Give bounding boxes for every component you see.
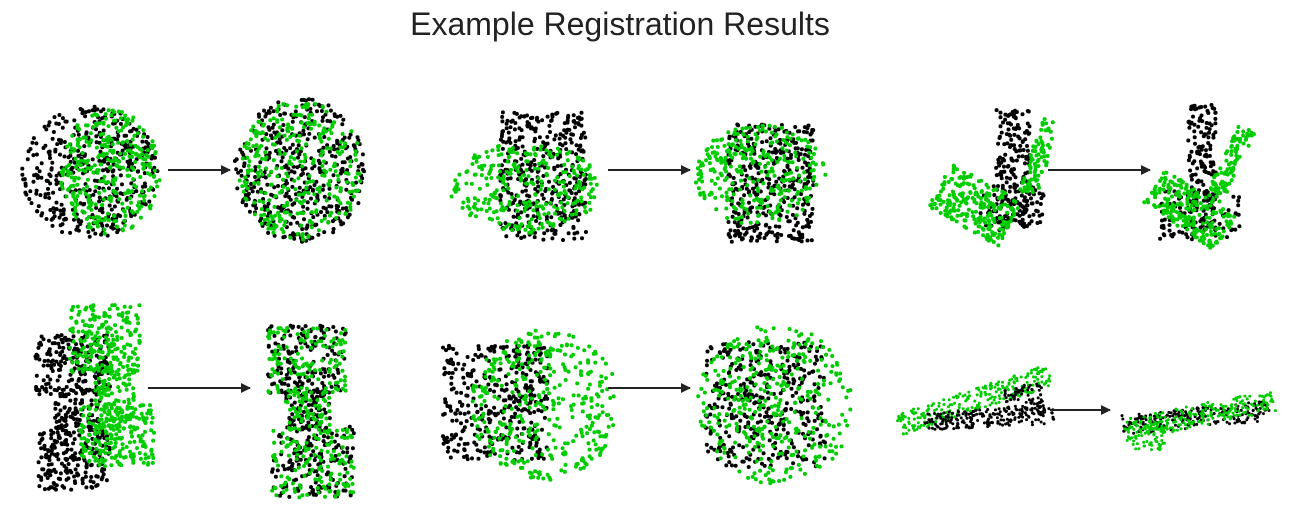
before-source-cloud (896, 366, 1052, 436)
after-source-cloud (1142, 170, 1237, 250)
example-dumbbell (33, 303, 356, 500)
before-source-cloud (68, 303, 142, 377)
example-mug (449, 110, 828, 244)
after-target-cloud (270, 423, 356, 499)
after-source-cloud (237, 101, 363, 242)
after-source-cloud (696, 325, 853, 486)
example-bucket (441, 325, 853, 486)
before-source-cloud (928, 163, 1020, 248)
after-source-cloud (270, 427, 356, 500)
after-source-cloud (266, 326, 348, 395)
after-source-cloud (283, 388, 332, 432)
example-sphere-blob (20, 97, 366, 244)
before-target-cloud (36, 428, 112, 492)
before-source-cloud (449, 144, 599, 235)
example-flat-object (896, 366, 1277, 452)
example-bunny-ears (928, 103, 1256, 250)
after-source-cloud (1125, 391, 1277, 441)
before-source-cloud (1018, 117, 1055, 194)
after-source-cloud (1123, 419, 1166, 452)
after-source-cloud (1207, 125, 1256, 204)
figure-title: Example Registration Results (410, 6, 830, 42)
before-target-cloud (1003, 382, 1047, 416)
before-source-cloud (470, 328, 616, 482)
after-source-cloud (694, 123, 828, 225)
before-target-cloud (498, 110, 588, 242)
before-source-cloud (78, 403, 156, 469)
before-source-cloud (59, 108, 162, 236)
